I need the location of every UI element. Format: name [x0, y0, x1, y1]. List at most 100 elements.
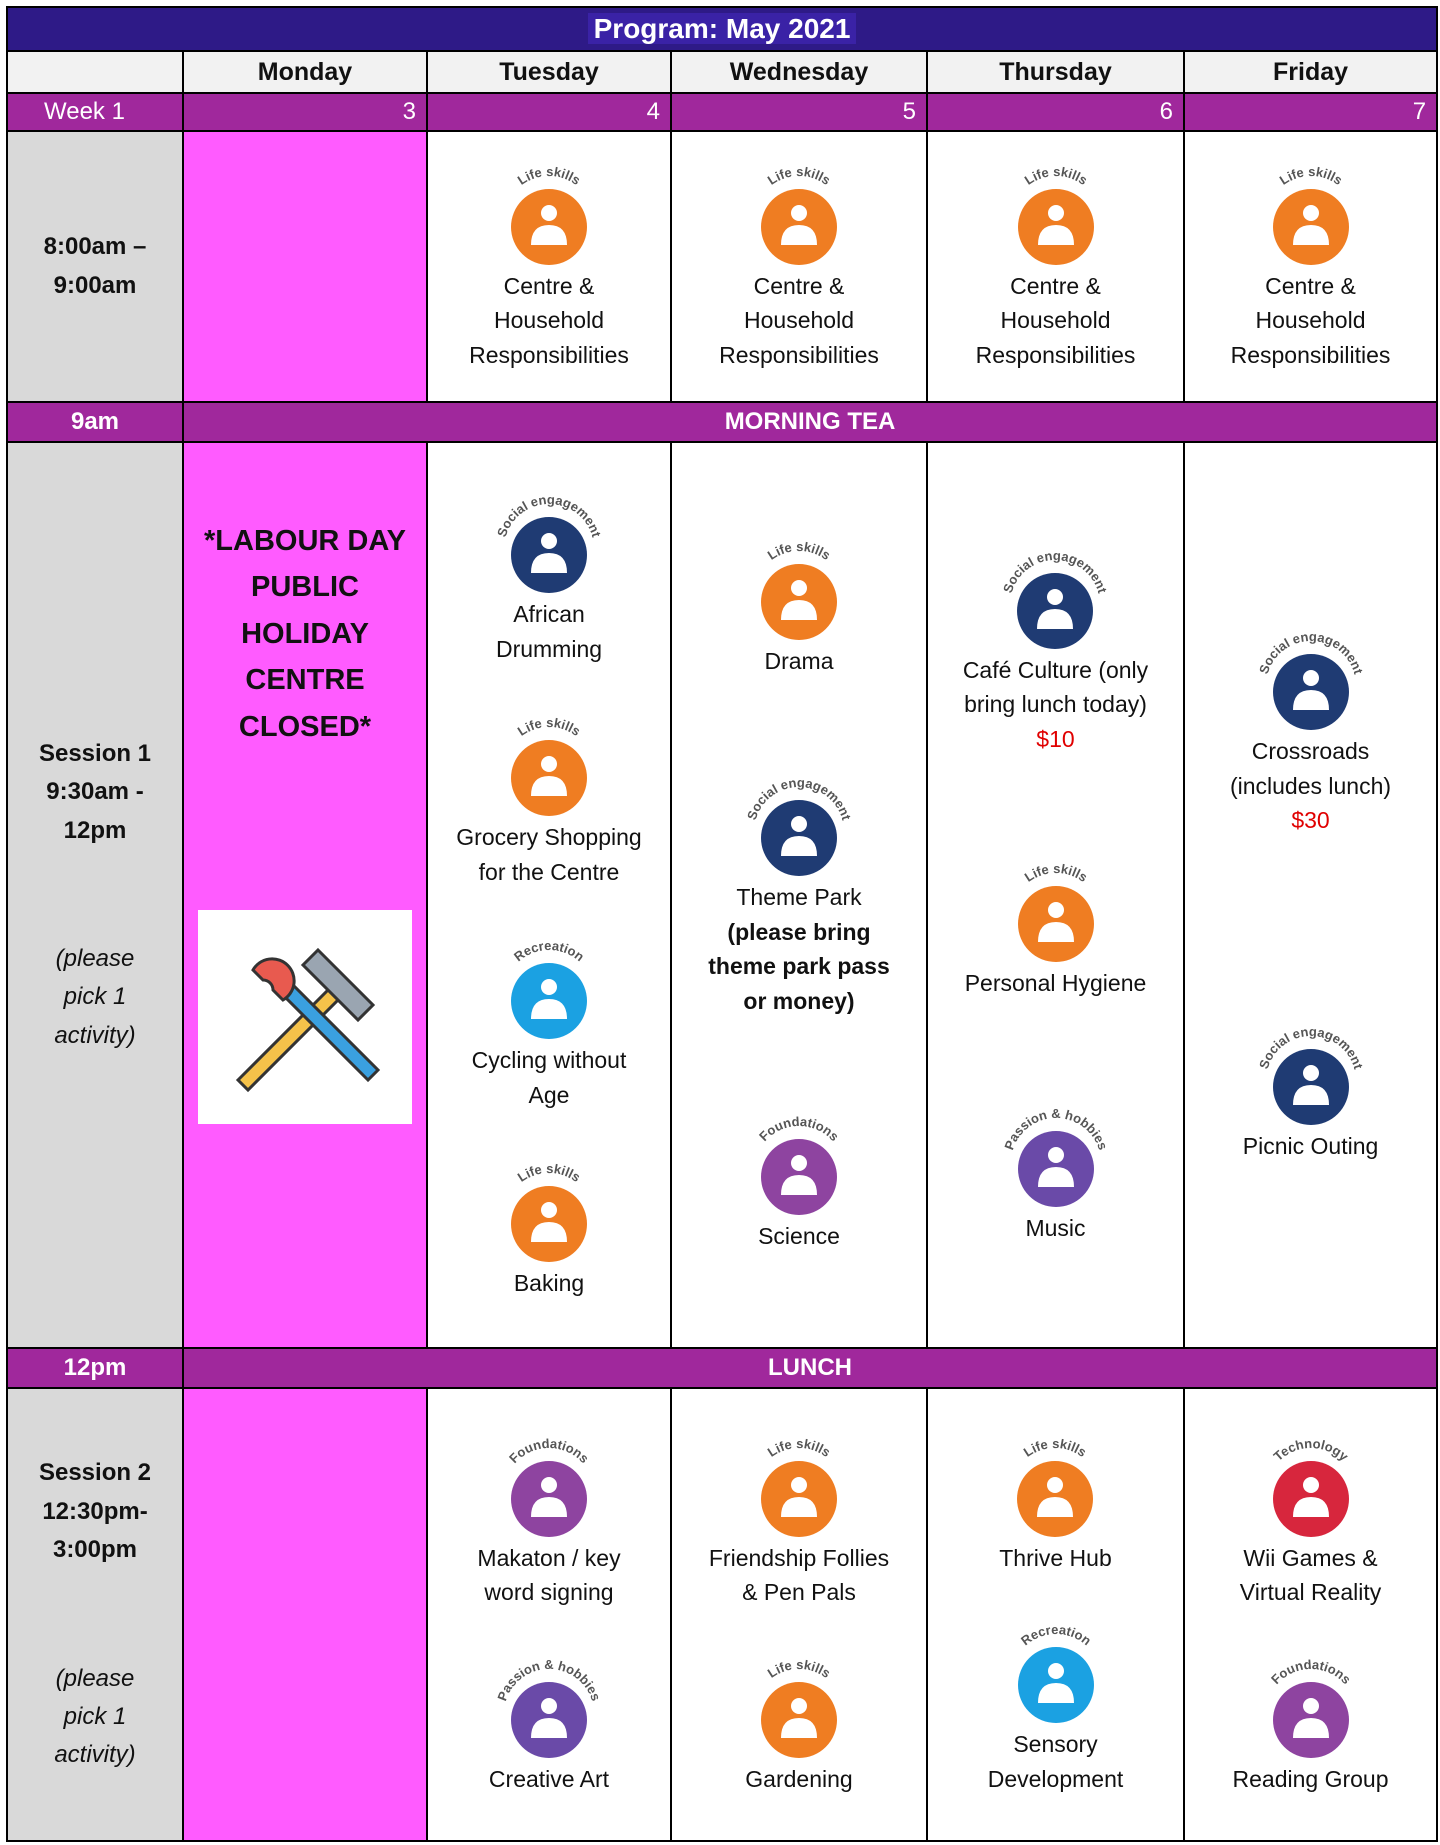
monday-cell: *LABOUR DAY PUBLIC HOLIDAY CENTRE CLOSED… [182, 441, 428, 1349]
activity-cell: Social engagement Crossroads (includes lu… [1182, 441, 1439, 1349]
category-badge: Passion & hobbies [494, 1657, 604, 1758]
activity-name: Drama [764, 648, 834, 675]
session-row: Session 2 12:30pm- 3:00pm (please pick 1 … [6, 1387, 1439, 1842]
category-badge: Social engagement [1256, 1024, 1366, 1126]
activity-list: Life skills Centre & Household Responsibi… [1185, 132, 1436, 401]
activity-name: Café Culture (only bring lunch today) [962, 656, 1149, 718]
activity: Technology Wii Games & Virtual Reality [1240, 1433, 1381, 1610]
glyph-body [1037, 1683, 1074, 1704]
badge-glyph [1292, 1065, 1329, 1106]
category-badge: Life skills [1272, 164, 1349, 265]
glyph-body [781, 1175, 817, 1196]
break-label: MORNING TEA [181, 401, 1439, 443]
badge-label: Life skills [765, 164, 833, 188]
glyph-body [781, 1496, 817, 1517]
activity-cell: Social engagement Café Culture (only brin… [926, 441, 1185, 1349]
activity-list: Social engagement Café Culture (only brin… [928, 443, 1183, 1347]
category-badge: Life skills [761, 1436, 837, 1537]
activity-name: Science [758, 1223, 840, 1250]
date-cell: 7 [1182, 92, 1439, 132]
category-badge: Life skills [511, 1161, 587, 1263]
badge-label-path: Technology [1270, 1436, 1351, 1464]
activity-list: Technology Wii Games & Virtual Reality Fou… [1185, 1389, 1436, 1840]
break-time: 9am [6, 401, 184, 443]
badge-glyph [531, 1476, 567, 1517]
badge-glyph [1037, 902, 1074, 943]
activity-cell: Life skills Centre & Household Responsibi… [926, 130, 1185, 403]
activity-detail: (please bring theme park pass or money) [708, 918, 890, 1014]
activity-list: Life skills Centre & Household Responsibi… [428, 132, 670, 401]
activity: Life skills Grocery Shopping for the Cent… [456, 712, 641, 889]
activity-name: Theme Park [736, 884, 862, 910]
category-badge: Social engagement [1000, 548, 1110, 649]
badge-glyph [1292, 670, 1329, 711]
badge-label: Life skills [515, 1161, 583, 1185]
glyph-body [1292, 1496, 1329, 1517]
badge-label: Recreation [1018, 1622, 1094, 1648]
activity-name: Baking [513, 1270, 585, 1297]
badge-label-path: Recreation [511, 938, 587, 964]
glyph-head [541, 1697, 557, 1714]
title-cell: Program: May 2021 [5, 6, 1439, 52]
break-row: 9am MORNING TEA [6, 401, 1439, 443]
activity: Life skills Baking [494, 1158, 604, 1301]
badge-glyph [1037, 1476, 1074, 1517]
glyph-head [541, 979, 557, 996]
badge-glyph [781, 204, 817, 245]
category-badge: Recreation [1017, 1622, 1094, 1724]
date-cell: 3 [182, 92, 428, 132]
category-badge: Life skills [1017, 861, 1094, 963]
glyph-head [1047, 902, 1064, 919]
activity-name: Creative Art [488, 1765, 610, 1792]
badge-label-path: Life skills [515, 164, 583, 188]
time-cell: Session 1 9:30am - 12pm (please pick 1 ac… [6, 441, 184, 1349]
glyph-head [541, 1202, 557, 1219]
activity-name: Makaton / key word signing [477, 1544, 621, 1606]
glyph-head [791, 816, 807, 832]
day-header: Wednesday [670, 50, 928, 94]
glyph-body [1037, 1496, 1074, 1517]
badge-label-path: Life skills [1021, 1436, 1089, 1460]
glyph-head [1047, 204, 1064, 221]
badge-label: Life skills [1021, 1436, 1089, 1460]
glyph-body [1292, 690, 1329, 711]
activity-name: Grocery Shopping for the Centre [456, 824, 642, 885]
activity-cell: Technology Wii Games & Virtual Reality Fou… [1182, 1387, 1439, 1842]
category-badge: Social engagement [494, 492, 604, 594]
glyph-body [781, 1717, 817, 1738]
holiday-notice: *LABOUR DAY PUBLIC HOLIDAY CENTRE CLOSED… [204, 525, 406, 743]
time-label: Session 2 12:30pm- 3:00pm [38, 1459, 152, 1564]
program-table: Program: May 2021 Monday Tuesday Wednesday T… [5, 6, 1439, 1842]
activity-cell: Life skills Thrive Hub Recreation Sensory D… [926, 1387, 1185, 1842]
badge-label-path: Recreation [1018, 1622, 1094, 1648]
corner-cell [6, 50, 184, 94]
activity-list: Life skills Friendship Follies & Pen Pals… [672, 1389, 926, 1840]
badge-label: Life skills [765, 1436, 833, 1460]
activity-name: Wii Games & Virtual Reality [1239, 1544, 1382, 1606]
title-row: Program: May 2021 [5, 6, 1439, 52]
category-badge: Life skills [761, 539, 837, 641]
time-label: 8:00am – 9:00am [43, 233, 147, 299]
glyph-body [1292, 1717, 1329, 1738]
activity: Passion & hobbies Creative Art [489, 1654, 609, 1797]
activity: Foundations Reading Group [1233, 1654, 1389, 1797]
activity-list: Life skills Thrive Hub Recreation Sensory D… [928, 1389, 1183, 1840]
badge-glyph [531, 1697, 567, 1738]
activity-name: Centre & Household Responsibilities [1230, 272, 1391, 368]
badge-glyph [781, 1155, 817, 1196]
badge-label: Life skills [1276, 164, 1344, 188]
badge-label-path: Life skills [1021, 861, 1089, 885]
badge-label: Life skills [1021, 164, 1089, 188]
category-badge: Foundations [506, 1436, 592, 1537]
header-row: Monday Tuesday Wednesday Thursday Friday [6, 50, 1439, 94]
badge-glyph [1037, 1146, 1074, 1187]
activity-name: Cycling without Age [471, 1047, 627, 1108]
badge-label: Life skills [1021, 861, 1089, 885]
activity-list: Life skills Centre & Household Responsibi… [928, 132, 1183, 401]
badge-label: Life skills [765, 539, 833, 563]
tools-art [235, 947, 381, 1093]
glyph-body [1037, 224, 1074, 245]
activity-price: $30 [1291, 807, 1330, 834]
monday-cell [182, 1387, 428, 1842]
category-badge: Social engagement [744, 775, 854, 876]
